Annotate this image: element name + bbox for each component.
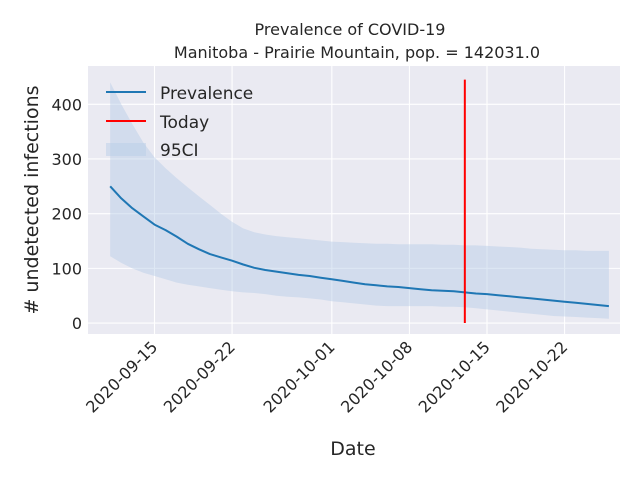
y-tick-label: 100 <box>51 259 82 278</box>
legend-ci-swatch <box>106 143 146 156</box>
ci-band-layer <box>110 82 609 319</box>
legend-prevalence-label: Prevalence <box>160 84 253 104</box>
prevalence-line <box>109 185 609 308</box>
y-tick-labels: 0 100 200 300 400 <box>51 95 82 333</box>
chart-title: Prevalence of COVID-19 <box>255 20 446 39</box>
y-tick-label: 300 <box>51 150 82 169</box>
y-tick-label: 200 <box>51 205 82 224</box>
grid-lines <box>88 66 620 334</box>
ci-band <box>110 82 609 319</box>
legend: Prevalence Today 95CI <box>106 84 253 161</box>
prevalence-line-layer <box>109 185 609 308</box>
y-tick-label: 0 <box>72 314 82 333</box>
legend-ci-label: 95CI <box>160 141 199 161</box>
y-axis-label: # undetected infections <box>21 85 43 314</box>
legend-today-label: Today <box>159 113 209 133</box>
y-tick-label: 400 <box>51 95 82 114</box>
plot-area <box>88 66 620 334</box>
x-axis-label: Date <box>330 438 375 460</box>
chart-subtitle: Manitoba - Prairie Mountain, pop. = 1420… <box>174 43 540 62</box>
